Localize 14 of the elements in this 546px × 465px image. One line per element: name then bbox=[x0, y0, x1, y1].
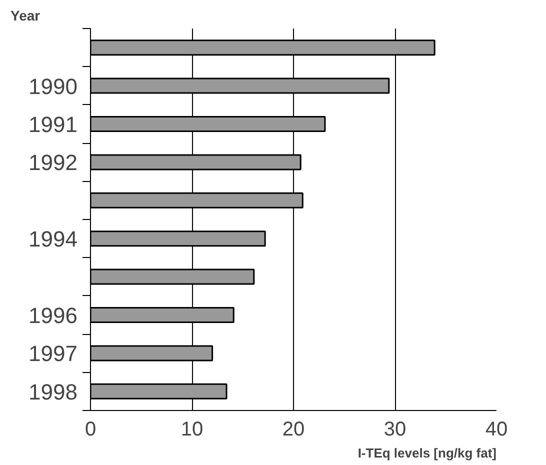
y-tick-label: 1994 bbox=[28, 226, 78, 252]
x-tick-label: 20 bbox=[282, 418, 305, 440]
x-tick-label: 10 bbox=[180, 418, 204, 440]
y-tick-label: 1991 bbox=[28, 112, 78, 137]
y-tick-label: 1998 bbox=[28, 379, 78, 404]
x-tick-label: 40 bbox=[485, 418, 508, 440]
y-tick-label: 1992 bbox=[28, 150, 78, 176]
x-axis-title: I-TEq levels [ng/kg fat] bbox=[358, 446, 497, 460]
x-tick-label: 0 bbox=[84, 418, 96, 440]
y-axis-title: Year bbox=[10, 8, 41, 24]
y-tick-label: 1990 bbox=[28, 74, 78, 99]
x-tick-label: 30 bbox=[384, 418, 406, 440]
y-tick-label: 1996 bbox=[28, 303, 78, 328]
y-tick-label: 1997 bbox=[28, 341, 78, 366]
